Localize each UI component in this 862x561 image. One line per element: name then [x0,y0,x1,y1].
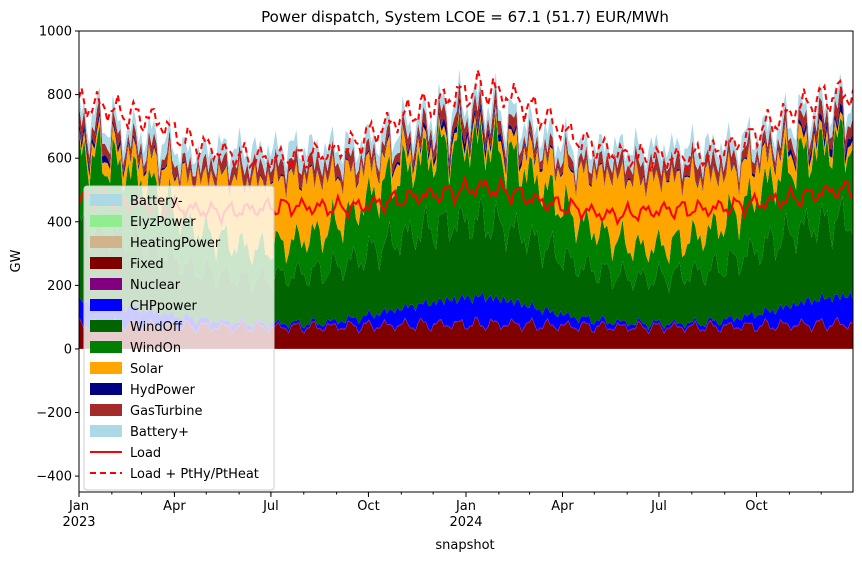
legend-label: WindOn [130,341,181,356]
legend-swatch [90,299,122,311]
x-tick-label: Jan [68,499,89,514]
y-tick-label: 600 [47,152,72,167]
legend-swatch [90,404,122,416]
legend-label: ElyzPower [130,215,196,230]
area-battery- [79,68,853,187]
legend-label: Solar [130,362,164,377]
line-load-pthy-ptheat [79,69,853,174]
x-tick-label: Jul [262,499,279,514]
y-tick-label: 800 [47,88,72,103]
legend-box [83,185,275,491]
legend-label: CHPpower [130,299,198,314]
chart-title: Power dispatch, System LCOE = 67.1 (51.7… [261,8,669,26]
legend-swatch [90,236,122,248]
legend-swatch [90,383,122,395]
x-tick-label: Oct [357,499,379,514]
legend-label: WindOff [130,320,183,335]
legend-swatch [90,362,122,374]
y-tick-label: 200 [47,279,72,294]
y-tick-label: 400 [47,215,72,230]
x-tick-label: Apr [551,499,574,514]
legend-swatch [90,215,122,227]
legend-swatch [90,320,122,332]
legend-swatch [90,425,122,437]
legend-label: Fixed [130,257,164,272]
legend-label: Load + PtHy/PtHeat [130,467,259,482]
legend-label: GasTurbine [130,404,202,419]
legend-swatch [90,341,122,353]
legend-swatch [90,278,122,290]
legend-label: Battery- [130,194,183,209]
y-tick-label: −200 [36,406,72,421]
area-gasturbine [79,79,853,197]
y-tick-label: 1000 [39,25,72,40]
x-tick-label: Apr [163,499,186,514]
x-tick-label: Jan [455,499,476,514]
legend-label: Battery+ [130,425,189,440]
x-tick-year-label: 2024 [449,515,482,530]
x-axis-label: snapshot [435,538,494,553]
legend-label: Load [130,446,161,461]
legend-swatch [90,257,122,269]
y-tick-label: 0 [64,342,72,357]
y-tick-label: −400 [36,470,72,485]
area-chppower [79,291,853,334]
legend-label: HydPower [130,383,196,398]
area-windon [79,109,853,294]
legend-swatch [90,194,122,206]
legend: Battery- ElyzPower HeatingPower Fixed Nuclea… [83,185,275,491]
legend-label: Nuclear [130,278,181,293]
x-tick-year-label: 2023 [62,515,95,530]
y-axis-label: GW [9,249,24,272]
x-tick-label: Oct [745,499,767,514]
legend-label: HeatingPower [130,236,221,251]
x-tick-label: Jul [650,499,667,514]
